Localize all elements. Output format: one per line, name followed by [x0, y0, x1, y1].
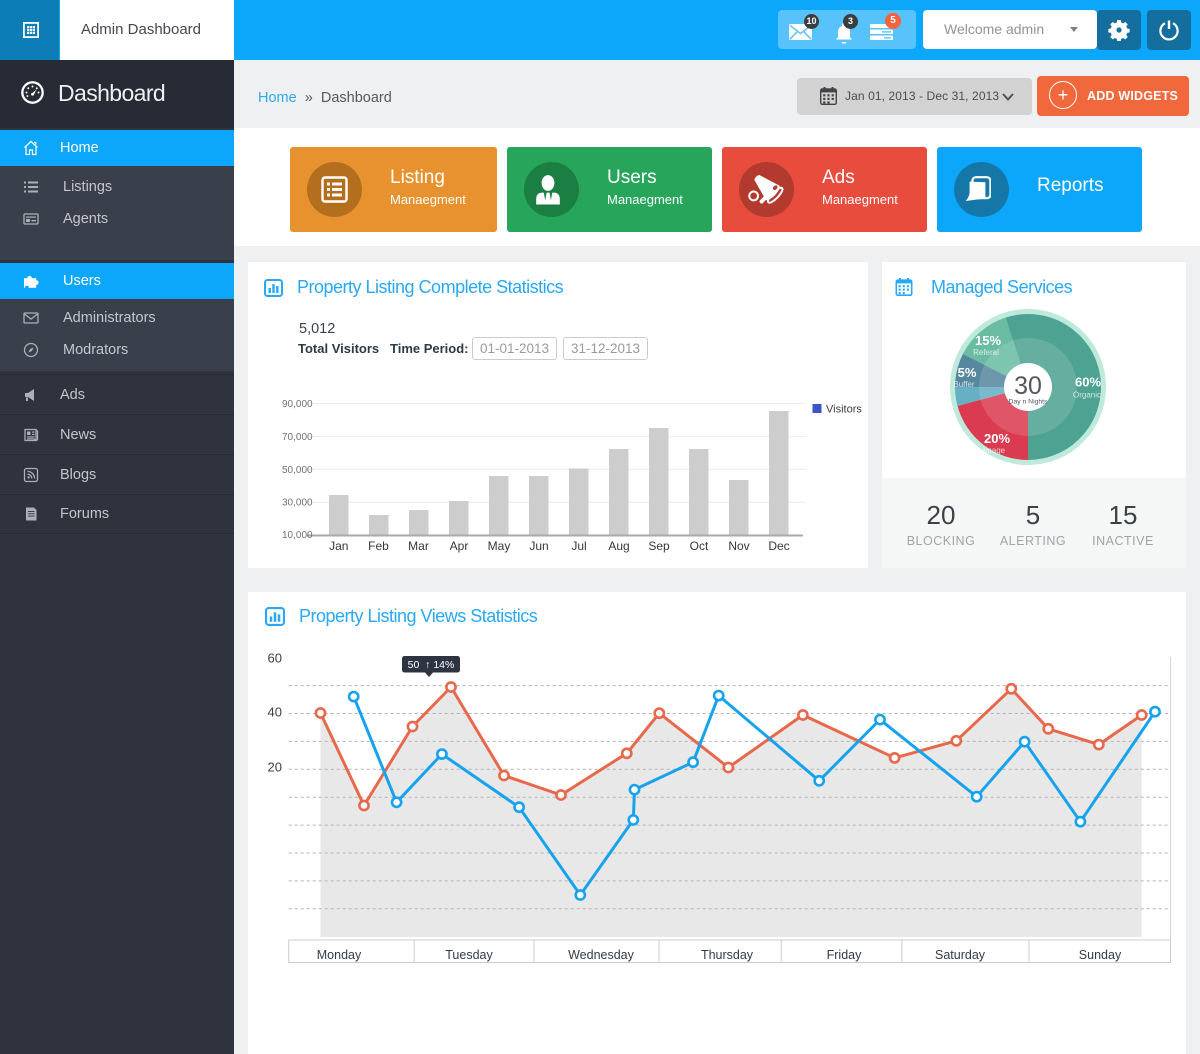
svg-text:Image: Image: [983, 446, 1006, 455]
svg-text:50,000: 50,000: [282, 465, 313, 476]
svg-text:Friday: Friday: [827, 948, 862, 962]
svg-text:Tuesday: Tuesday: [445, 948, 493, 962]
svg-text:Jun: Jun: [529, 539, 548, 553]
svg-text:Thursday: Thursday: [701, 948, 754, 962]
svg-text:Referal: Referal: [973, 348, 999, 357]
svg-text:Jul: Jul: [571, 539, 586, 553]
svg-text:60%: 60%: [1075, 375, 1101, 390]
svg-text:Organic: Organic: [1073, 391, 1101, 400]
svg-text:Monday: Monday: [317, 948, 362, 962]
svg-text:Mar: Mar: [408, 539, 429, 553]
svg-text:Buffer: Buffer: [953, 380, 975, 389]
svg-text:40: 40: [268, 705, 282, 720]
svg-text:Feb: Feb: [368, 539, 389, 553]
svg-text:20%: 20%: [984, 431, 1010, 446]
svg-text:Dec: Dec: [768, 539, 789, 553]
svg-text:Wednesday: Wednesday: [568, 948, 635, 962]
svg-text:30,000: 30,000: [282, 498, 313, 509]
svg-text:50 ↑ 14%: 50 ↑ 14%: [408, 659, 455, 671]
svg-text:Aug: Aug: [608, 539, 629, 553]
svg-text:5%: 5%: [958, 365, 977, 380]
svg-text:Nov: Nov: [728, 539, 749, 553]
svg-text:Day n Nights: Day n Nights: [1009, 399, 1049, 406]
svg-text:Oct: Oct: [690, 539, 709, 553]
svg-text:90,000: 90,000: [282, 399, 313, 410]
svg-text:70,000: 70,000: [282, 432, 313, 443]
svg-text:15%: 15%: [975, 333, 1001, 348]
svg-text:Sep: Sep: [648, 539, 670, 553]
svg-text:May: May: [488, 539, 511, 553]
svg-text:Jan: Jan: [329, 539, 348, 553]
svg-text:Saturday: Saturday: [935, 948, 986, 962]
svg-text:60: 60: [268, 651, 282, 666]
svg-text:Apr: Apr: [450, 539, 469, 553]
svg-text:Sunday: Sunday: [1079, 948, 1122, 962]
svg-text:10,000: 10,000: [282, 530, 313, 541]
svg-text:30: 30: [1014, 372, 1042, 400]
svg-text:20: 20: [268, 760, 282, 775]
svg-text:Visitors: Visitors: [826, 404, 862, 416]
